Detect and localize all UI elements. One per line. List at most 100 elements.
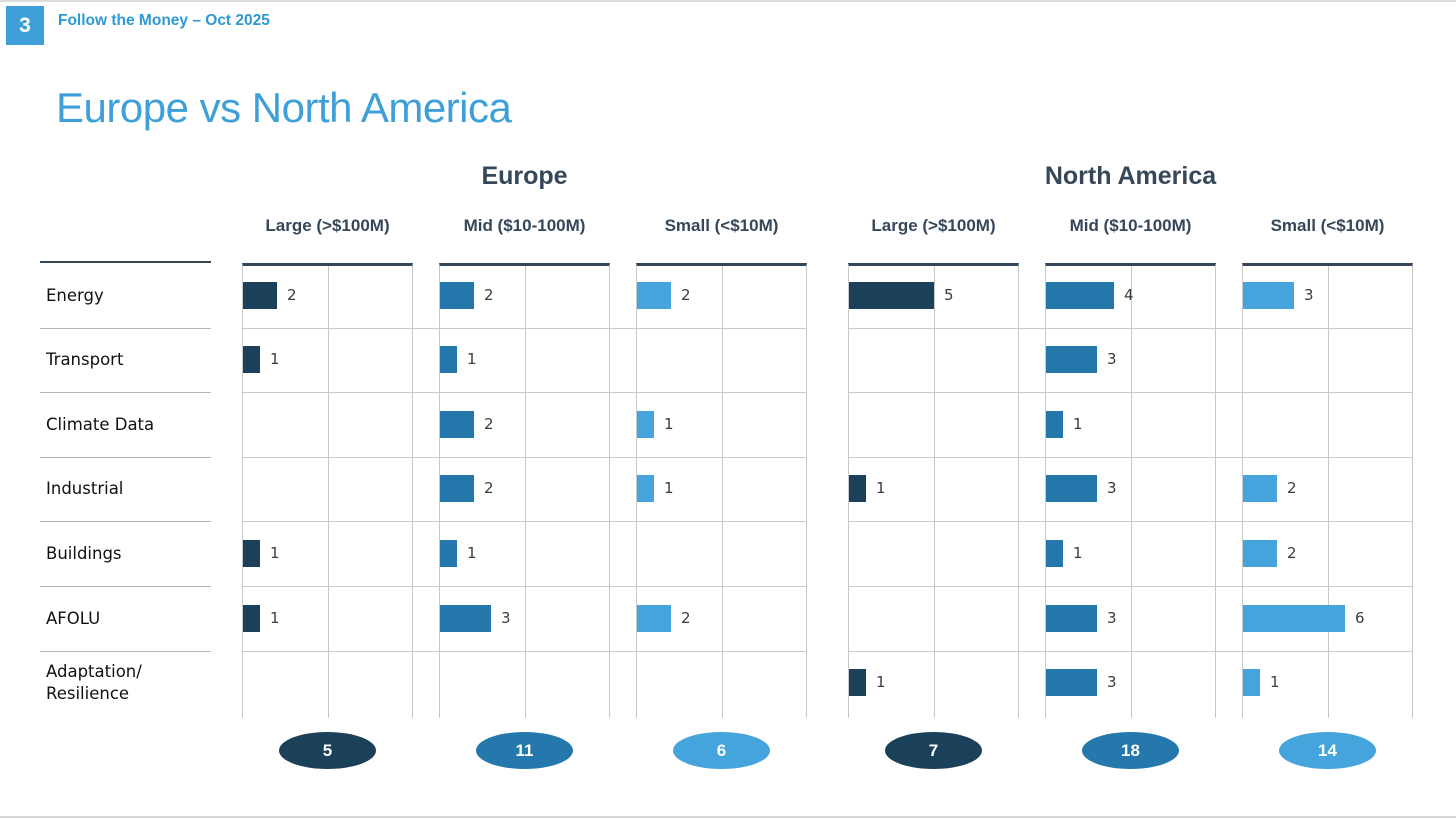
bar-value-label: 2: [1287, 543, 1297, 562]
bar-europe-mid-10-100m-afolu: [440, 604, 491, 632]
bar-north-america-mid-10-100m-adaptation-resilience: [1046, 669, 1097, 697]
horizontal-gridline: [848, 456, 1413, 458]
top-divider: [0, 0, 1456, 2]
bar-north-america-mid-10-100m-buildings: [1046, 539, 1063, 567]
publication-header: Follow the Money – Oct 2025: [58, 12, 270, 29]
row-label-separator: [40, 456, 211, 458]
bar-north-america-mid-10-100m-transport: [1046, 346, 1097, 374]
row-label-separator: [40, 521, 211, 523]
bar-europe-mid-10-100m-transport: [440, 346, 457, 374]
bar-north-america-mid-10-100m-energy: [1046, 281, 1114, 309]
bar-value-label: 1: [664, 414, 674, 433]
region-header-north-america: North America: [1044, 162, 1217, 190]
column-header-europe-small-10m: Small (<$10M): [664, 216, 779, 235]
row-label-industrial: Industrial: [46, 479, 124, 499]
horizontal-gridline: [848, 586, 1413, 587]
bar-value-label: 2: [484, 414, 494, 433]
bar-value-label: 1: [467, 350, 477, 369]
bar-north-america-small-10m-afolu: [1243, 604, 1345, 632]
bar-value-label: 3: [1304, 285, 1314, 304]
chart-panel-north-america-small-10m: [1242, 263, 1413, 719]
row-label-separator: [40, 327, 211, 329]
bar-value-label: 1: [876, 673, 886, 692]
row-label-afolu: AFOLU: [46, 608, 101, 628]
horizontal-gridline: [848, 650, 1413, 652]
row-label-transport: Transport: [46, 350, 124, 370]
region-header-europe: Europe: [481, 162, 568, 190]
bar-value-label: 1: [270, 350, 280, 369]
column-header-europe-large-100m: Large (>$100M): [265, 216, 390, 235]
bar-europe-small-10m-industrial: [637, 475, 654, 503]
horizontal-gridline: [848, 327, 1413, 329]
bar-value-label: 2: [484, 285, 494, 304]
column-header-north-america-mid-10-100m: Mid ($10-100M): [1069, 216, 1192, 235]
vertical-gridline: [328, 266, 329, 719]
vertical-gridline: [934, 266, 935, 719]
bar-north-america-small-10m-energy: [1243, 281, 1294, 309]
column-header-europe-mid-10-100m: Mid ($10-100M): [463, 216, 586, 235]
total-badge-europe-mid-10-100m: 11: [476, 732, 573, 769]
row-label-separator: [40, 586, 211, 587]
bar-europe-mid-10-100m-industrial: [440, 475, 474, 503]
bar-value-label: 6: [1355, 608, 1365, 627]
horizontal-gridline: [848, 521, 1413, 523]
bar-europe-large-100m-energy: [243, 281, 277, 309]
bar-value-label: 3: [1107, 673, 1117, 692]
row-label-separator: [40, 650, 211, 652]
chart-panel-north-america-large-100m: [848, 263, 1019, 719]
bar-north-america-mid-10-100m-industrial: [1046, 475, 1097, 503]
page-title: Europe vs North America: [56, 84, 512, 131]
bar-value-label: 1: [876, 479, 886, 498]
column-header-north-america-small-10m: Small (<$10M): [1270, 216, 1385, 235]
bar-value-label: 3: [1107, 350, 1117, 369]
bar-value-label: 3: [1107, 608, 1117, 627]
bar-north-america-small-10m-adaptation-resilience: [1243, 669, 1260, 697]
horizontal-gridline: [242, 650, 807, 652]
bar-value-label: 1: [1270, 673, 1280, 692]
bar-value-label: 5: [944, 285, 954, 304]
vertical-gridline: [1131, 266, 1132, 719]
bar-europe-mid-10-100m-climate-data: [440, 410, 474, 438]
bar-value-label: 1: [270, 608, 280, 627]
row-label-buildings: Buildings: [46, 543, 122, 563]
bar-europe-small-10m-climate-data: [637, 410, 654, 438]
bar-value-label: 2: [681, 285, 691, 304]
horizontal-gridline: [848, 392, 1413, 394]
row-label-climate-data: Climate Data: [46, 414, 155, 434]
horizontal-gridline: [242, 521, 807, 523]
bar-value-label: 1: [1073, 543, 1083, 562]
vertical-gridline: [1328, 266, 1329, 719]
bar-value-label: 2: [1287, 479, 1297, 498]
bar-north-america-large-100m-energy: [849, 281, 934, 309]
bar-value-label: 1: [270, 543, 280, 562]
bar-value-label: 2: [287, 285, 297, 304]
total-badge-europe-small-10m: 6: [673, 732, 770, 769]
bar-europe-large-100m-afolu: [243, 604, 260, 632]
bar-north-america-large-100m-adaptation-resilience: [849, 669, 866, 697]
bar-value-label: 1: [664, 479, 674, 498]
column-header-north-america-large-100m: Large (>$100M): [871, 216, 996, 235]
horizontal-gridline: [242, 586, 807, 587]
bar-europe-mid-10-100m-energy: [440, 281, 474, 309]
total-badge-north-america-large-100m: 7: [885, 732, 982, 769]
row-label-energy: Energy: [46, 285, 104, 305]
row-label-separator: [40, 392, 211, 394]
bar-europe-large-100m-transport: [243, 346, 260, 374]
bar-value-label: 1: [467, 543, 477, 562]
bar-value-label: 2: [484, 479, 494, 498]
bar-value-label: 3: [1107, 479, 1117, 498]
total-badge-europe-large-100m: 5: [279, 732, 376, 769]
row-label-adaptation-resilience: Adaptation/ Resilience: [46, 662, 142, 703]
vertical-gridline: [525, 266, 526, 719]
vertical-gridline: [722, 266, 723, 719]
chart-panel-europe-large-100m: [242, 263, 413, 719]
chart-panel-north-america-mid-10-100m: [1045, 263, 1216, 719]
bar-north-america-small-10m-buildings: [1243, 539, 1277, 567]
total-badge-north-america-small-10m: 14: [1279, 732, 1376, 769]
bar-europe-small-10m-energy: [637, 281, 671, 309]
bar-north-america-large-100m-industrial: [849, 475, 866, 503]
bar-north-america-small-10m-industrial: [1243, 475, 1277, 503]
total-badge-north-america-mid-10-100m: 18: [1082, 732, 1179, 769]
bar-europe-large-100m-buildings: [243, 539, 260, 567]
